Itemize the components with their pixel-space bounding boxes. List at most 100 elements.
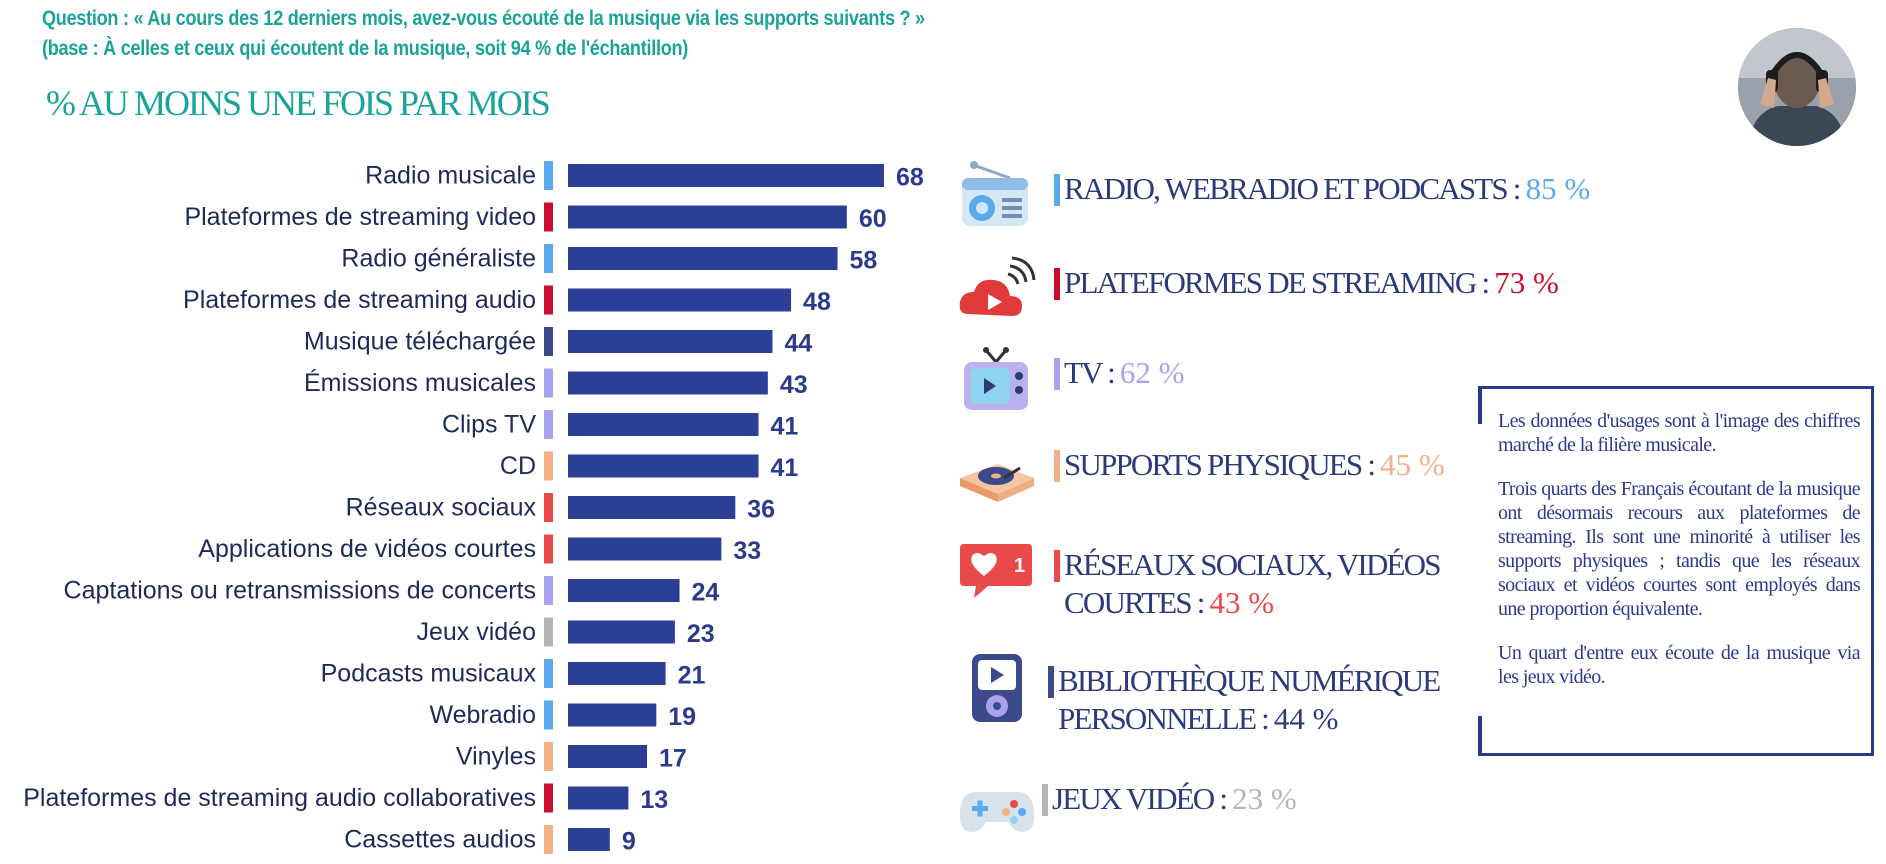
category-color-marker bbox=[544, 576, 553, 605]
avatar bbox=[1738, 28, 1856, 146]
bar bbox=[568, 205, 847, 229]
bar bbox=[568, 786, 629, 810]
category-color-marker bbox=[544, 700, 553, 730]
category-color-marker bbox=[544, 244, 553, 273]
category-summary-value: 23 % bbox=[1232, 781, 1297, 816]
bar bbox=[568, 496, 736, 519]
category-label: Vinyles bbox=[456, 743, 536, 771]
commentary-paragraph-1: Les données d'usages sont à l'image des … bbox=[1498, 410, 1861, 456]
turntable-icon bbox=[958, 436, 1036, 508]
category-color-marker bbox=[544, 285, 553, 315]
category-color-marker bbox=[544, 327, 553, 356]
category-label: Applications de vidéos courtes bbox=[198, 535, 536, 563]
bar-chart: Radio musicale 68 Plateformes de streaming… bbox=[23, 161, 924, 856]
category-color-marker bbox=[1054, 550, 1060, 582]
commentary-box-bracket-top bbox=[1478, 386, 1482, 424]
value-label: 41 bbox=[771, 454, 799, 482]
question-text: Question : « Au cours des 12 derniers mo… bbox=[42, 4, 925, 64]
category-color-marker bbox=[1054, 268, 1060, 300]
chart-subtitle: % AU MOINS UNE FOIS PAR MOIS bbox=[46, 83, 551, 123]
category-label: Podcasts musicaux bbox=[321, 660, 537, 688]
category-summary-label: RADIO, WEBRADIO ET PODCASTS : 85 % bbox=[1064, 171, 1591, 206]
bar bbox=[568, 330, 773, 353]
value-label: 33 bbox=[733, 537, 761, 565]
media-player-icon bbox=[958, 652, 1036, 724]
category-label: Jeux vidéo bbox=[416, 618, 536, 646]
bar bbox=[568, 413, 759, 436]
category-color-marker bbox=[1054, 358, 1060, 390]
category-color-marker bbox=[1054, 174, 1060, 206]
question-line-2: (base : À celles et ceux qui écoutent de… bbox=[42, 37, 689, 60]
tv-icon bbox=[958, 344, 1036, 416]
category-summary-label: PLATEFORMES DE STREAMING : 73 % bbox=[1064, 265, 1559, 300]
value-label: 68 bbox=[896, 164, 924, 192]
bar bbox=[568, 454, 759, 478]
value-label: 23 bbox=[687, 620, 715, 648]
category-summary-label: JEUX VIDÉO : 23 % bbox=[1052, 781, 1297, 816]
commentary-paragraph-3: Un quart d'entre eux écoute de la musiqu… bbox=[1498, 642, 1861, 688]
value-label: 21 bbox=[678, 662, 706, 690]
bar bbox=[568, 537, 722, 561]
category-summary-value: 73 % bbox=[1494, 265, 1559, 300]
category-label: Radio musicale bbox=[365, 162, 536, 190]
category-summary-label-line-1: RÉSEAUX SOCIAUX, VIDÉOS bbox=[1064, 547, 1442, 582]
commentary-box: Les données d'usages sont à l'image des … bbox=[1478, 386, 1874, 756]
category-label: Captations ou retransmissions de concert… bbox=[64, 577, 536, 605]
like-notification-icon: 1 bbox=[958, 536, 1036, 608]
category-label: Plateformes de streaming audio bbox=[183, 286, 536, 314]
category-color-marker bbox=[544, 783, 553, 813]
bar bbox=[568, 703, 657, 727]
category-summary-value: 45 % bbox=[1380, 447, 1445, 482]
category-summary-label-line-2: PERSONNELLE : 44 % bbox=[1058, 701, 1339, 736]
gamepad-icon bbox=[958, 770, 1036, 842]
category-color-marker bbox=[544, 161, 553, 190]
category-label: Cassettes audios bbox=[344, 826, 536, 854]
category-label: Plateformes de streaming audio collabora… bbox=[23, 784, 536, 812]
bar bbox=[568, 164, 884, 187]
category-label: Musique téléchargée bbox=[304, 328, 536, 356]
category-label: Émissions musicales bbox=[304, 368, 536, 397]
category-color-marker bbox=[544, 202, 553, 232]
value-label: 19 bbox=[668, 703, 696, 731]
value-label: 9 bbox=[622, 828, 636, 856]
streaming-cloud-icon bbox=[958, 254, 1036, 326]
category-color-marker bbox=[544, 451, 553, 481]
value-label: 41 bbox=[771, 413, 799, 441]
category-color-marker bbox=[544, 659, 553, 688]
value-label: 43 bbox=[780, 371, 808, 399]
category-summary-label: BIBLIOTHÈQUE NUMÉRIQUE PERSONNELLE : 44 % bbox=[1058, 662, 1441, 738]
value-label: 24 bbox=[692, 579, 720, 607]
category-color-marker bbox=[544, 534, 553, 564]
category-summary-label: SUPPORTS PHYSIQUES : 45 % bbox=[1064, 447, 1445, 482]
category-summary-value: 62 % bbox=[1119, 355, 1185, 390]
value-label: 17 bbox=[659, 745, 687, 773]
bar bbox=[568, 288, 792, 312]
category-summary-label: TV : 62 % bbox=[1064, 355, 1185, 390]
person-with-headphones-photo bbox=[1738, 28, 1856, 146]
bar bbox=[568, 745, 647, 768]
category-summary-label: RÉSEAUX SOCIAUX, VIDÉOS COURTES : 43 % bbox=[1064, 546, 1442, 622]
category-summary-value: 44 % bbox=[1273, 701, 1339, 736]
question-line-1: Question : « Au cours des 12 derniers mo… bbox=[42, 7, 925, 30]
value-label: 48 bbox=[803, 288, 831, 316]
category-color-marker bbox=[544, 742, 553, 771]
category-color-marker bbox=[1048, 666, 1054, 698]
value-label: 58 bbox=[850, 247, 878, 275]
category-summary-value: 43 % bbox=[1209, 585, 1275, 620]
category-color-marker bbox=[1054, 450, 1060, 482]
bar bbox=[568, 620, 675, 644]
category-color-marker bbox=[544, 410, 553, 439]
commentary-box-bracket-bottom bbox=[1478, 716, 1482, 756]
value-label: 44 bbox=[784, 330, 812, 358]
value-label: 36 bbox=[747, 496, 775, 524]
commentary-paragraph-2: Trois quarts des Français écoutant de la… bbox=[1498, 478, 1861, 620]
category-color-marker bbox=[544, 493, 553, 522]
bar bbox=[568, 371, 768, 395]
category-label: Clips TV bbox=[442, 411, 536, 439]
category-label: Webradio bbox=[429, 701, 536, 729]
category-summary-label-line-1: BIBLIOTHÈQUE NUMÉRIQUE bbox=[1058, 663, 1441, 698]
bar bbox=[568, 828, 610, 851]
svg-text:1: 1 bbox=[1014, 555, 1025, 577]
bar bbox=[568, 662, 666, 685]
category-color-marker bbox=[544, 617, 553, 647]
